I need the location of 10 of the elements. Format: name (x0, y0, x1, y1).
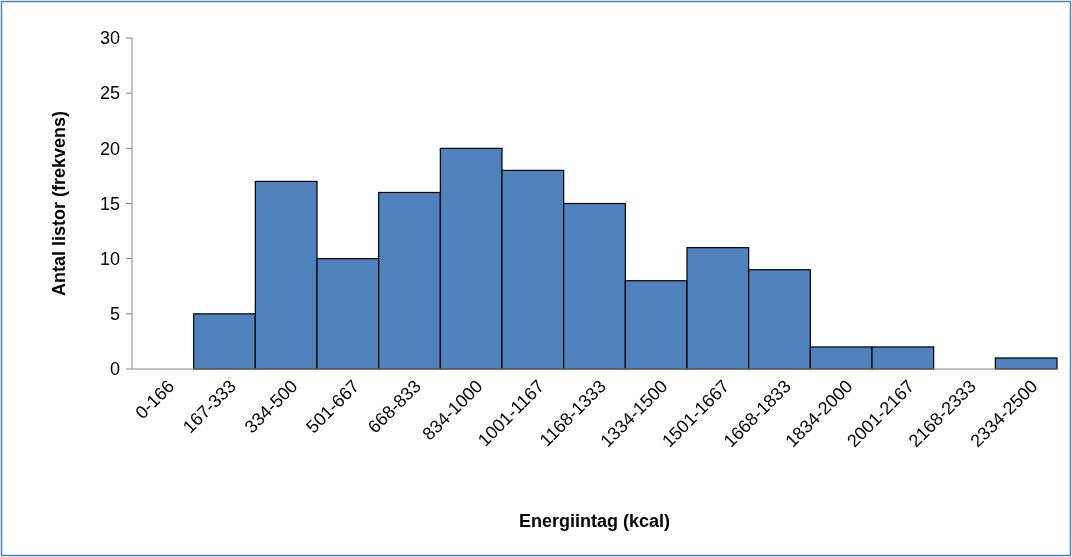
bar (994, 357, 1058, 370)
y-axis-title: Antal listor (frekvens) (49, 110, 69, 297)
x-axis-title: Energiintag (kcal) (518, 511, 671, 531)
y-tick-label: 5 (109, 304, 120, 325)
y-tick-label: 30 (99, 28, 120, 49)
y-tick-label: 15 (99, 193, 120, 214)
y-tick-label: 10 (99, 248, 120, 269)
y-tick-label: 20 (99, 138, 120, 159)
y-tick-label: 0 (109, 359, 120, 380)
y-tick-label: 25 (99, 83, 120, 104)
